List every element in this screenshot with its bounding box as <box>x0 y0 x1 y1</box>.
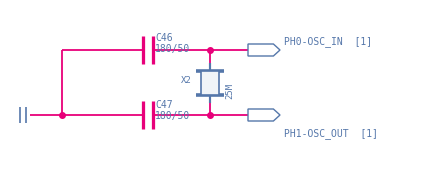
Text: 180/50: 180/50 <box>155 111 190 121</box>
Text: 25M: 25M <box>225 83 234 99</box>
Text: C47: C47 <box>155 100 173 110</box>
Text: C46: C46 <box>155 33 173 43</box>
Polygon shape <box>248 44 280 56</box>
Text: PH0-OSC_IN  [1]: PH0-OSC_IN [1] <box>284 36 372 47</box>
Bar <box>201 71 219 95</box>
Text: X2: X2 <box>181 76 192 85</box>
Text: PH1-OSC_OUT  [1]: PH1-OSC_OUT [1] <box>284 128 378 139</box>
Text: 180/50: 180/50 <box>155 44 190 54</box>
Polygon shape <box>248 109 280 121</box>
